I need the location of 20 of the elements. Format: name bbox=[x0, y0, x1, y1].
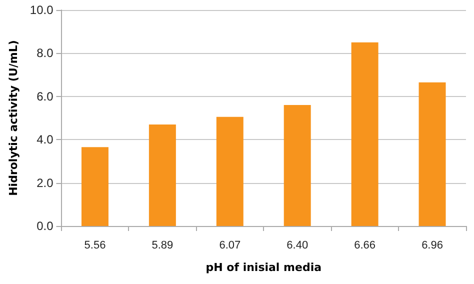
y-axis-title: Hidrolytic activity (U/mL) bbox=[7, 40, 20, 196]
bar bbox=[351, 42, 378, 226]
x-tick-label: 6.66 bbox=[354, 240, 376, 252]
bar bbox=[148, 124, 176, 226]
y-tick-label: 4.0 bbox=[36, 132, 54, 147]
x-axis-title: pH of inisial media bbox=[206, 261, 322, 274]
bar bbox=[216, 116, 244, 226]
y-tick-label: 0.0 bbox=[36, 219, 54, 233]
y-tick-label: 10.0 bbox=[30, 3, 54, 17]
x-tick-label: 5.89 bbox=[152, 240, 174, 252]
x-tick-label: 6.07 bbox=[219, 240, 241, 252]
x-tick-label: 6.96 bbox=[422, 240, 443, 252]
bar bbox=[418, 82, 446, 226]
y-tick-label: 8.0 bbox=[36, 46, 54, 60]
bar bbox=[81, 147, 108, 226]
x-tick-label: 5.56 bbox=[84, 240, 106, 252]
y-tick-label: 2.0 bbox=[36, 176, 54, 190]
x-tick-label: 6.40 bbox=[286, 240, 308, 252]
y-tick-label: 6.0 bbox=[36, 89, 54, 104]
bar bbox=[284, 105, 311, 226]
